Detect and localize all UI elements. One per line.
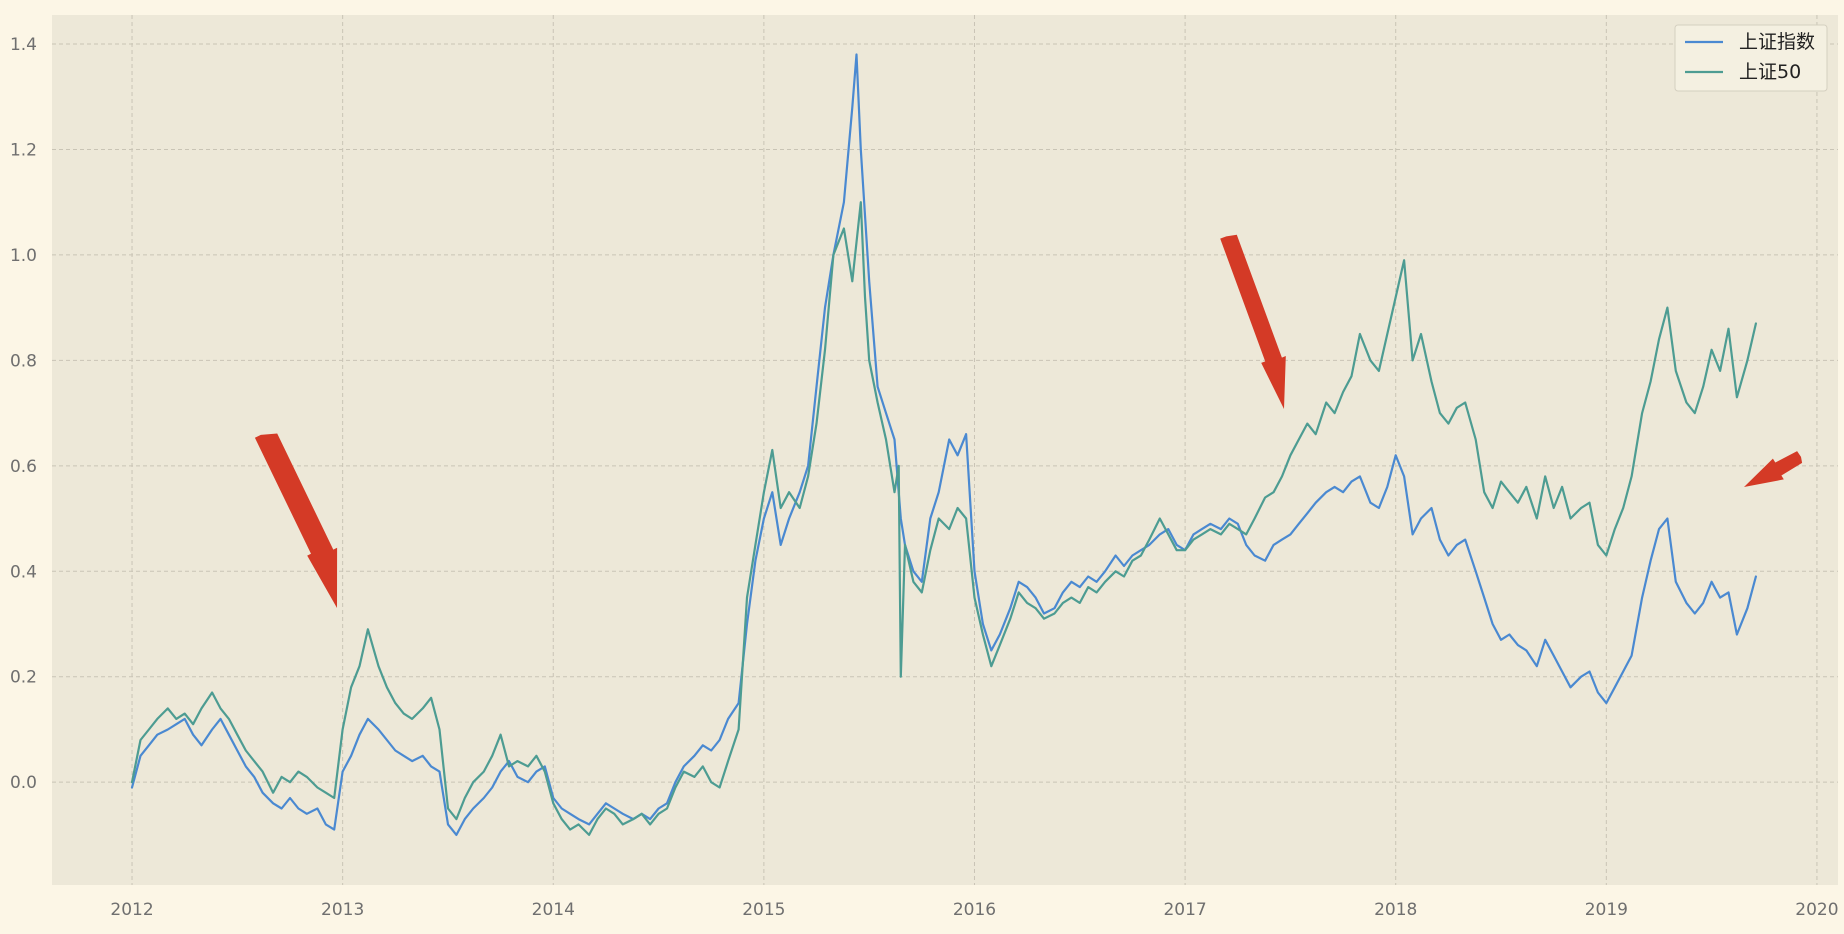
x-tick-label: 2013 [321, 900, 364, 920]
legend-label-shanghai-composite: 上证指数 [1739, 31, 1815, 53]
x-tick-label: 2020 [1795, 900, 1838, 920]
legend: 上证指数 上证50 [1674, 24, 1828, 92]
axes: 2012 2013 2014 2015 2016 2017 2018 2019 2020 0.0 0… [10, 35, 1839, 920]
y-tick-label: 1.2 [10, 140, 37, 160]
annotation-arrow-2013 [254, 433, 338, 608]
y-tick-label: 0.4 [10, 562, 37, 582]
y-tick-label: 1.0 [10, 246, 37, 266]
y-tick-label: 0.2 [10, 668, 37, 688]
x-tick-label: 2015 [742, 900, 785, 920]
x-tick-label: 2012 [110, 900, 153, 920]
annotation-arrow-2020 [1744, 451, 1803, 487]
series-lines [130, 53, 1757, 836]
y-tick-label: 0.0 [10, 773, 37, 793]
x-tick-label: 2016 [953, 900, 996, 920]
y-tick-label: 1.4 [10, 35, 37, 55]
plot-background [52, 15, 1838, 885]
series-line-shanghai-composite [130, 53, 1757, 836]
x-tick-label: 2018 [1374, 900, 1417, 920]
annotation-arrows [254, 234, 1803, 608]
annotation-arrow-2017 [1220, 234, 1286, 409]
legend-label-sse50: 上证50 [1739, 61, 1801, 83]
y-tick-label: 0.6 [10, 457, 37, 477]
y-tick-label: 0.8 [10, 351, 37, 371]
x-tick-label: 2019 [1585, 900, 1628, 920]
x-tick-label: 2017 [1163, 900, 1206, 920]
series-line-sse50 [130, 201, 1757, 836]
x-tick-label: 2014 [532, 900, 575, 920]
